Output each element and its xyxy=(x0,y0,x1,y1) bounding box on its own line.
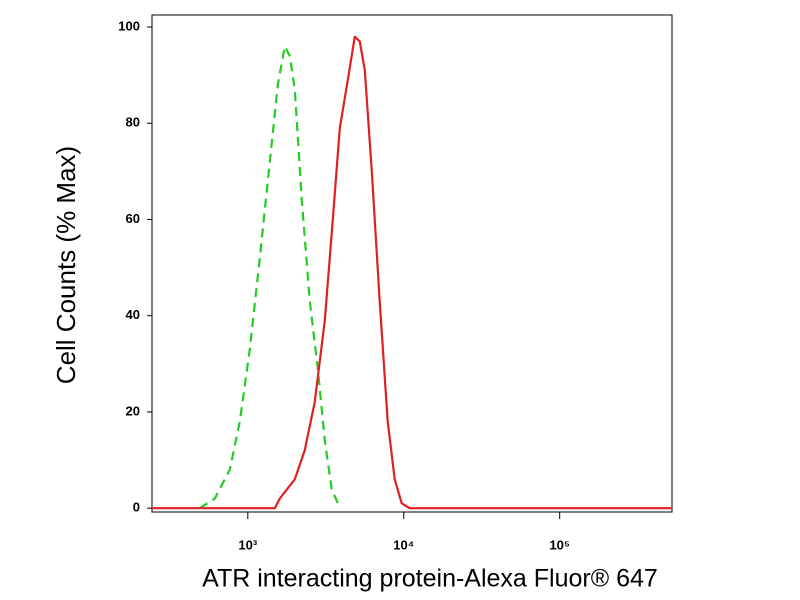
x-tick-label: 10⁵ xyxy=(549,537,570,552)
plot-frame xyxy=(151,14,673,513)
y-tick-label: 60 xyxy=(126,211,140,226)
x-tick-label: 10³ xyxy=(238,537,257,552)
y-tick-label: 20 xyxy=(126,403,140,418)
y-axis-label: Cell Counts (% Max) xyxy=(51,146,81,384)
x-tick-label: 10⁴ xyxy=(393,537,414,552)
y-tick-label: 40 xyxy=(126,307,140,322)
x-axis-label: ATR interacting protein-Alexa Fluor® 647 xyxy=(202,565,658,593)
histogram-line xyxy=(152,35,672,510)
y-tick-label: 0 xyxy=(133,500,140,515)
y-tick-label: 80 xyxy=(126,115,140,130)
histogram-line xyxy=(199,45,341,510)
y-tick-label: 100 xyxy=(118,18,140,33)
